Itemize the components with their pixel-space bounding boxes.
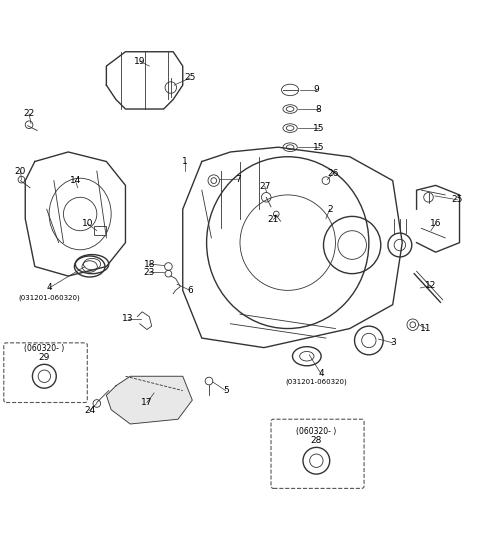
Text: 25: 25 — [452, 195, 463, 204]
Text: 20: 20 — [15, 166, 26, 175]
Text: 3: 3 — [390, 338, 396, 348]
Text: 13: 13 — [122, 314, 133, 324]
Text: (031201-060320): (031201-060320) — [18, 294, 80, 301]
Text: 29: 29 — [39, 353, 50, 362]
Text: 12: 12 — [425, 281, 437, 290]
Text: 2: 2 — [327, 205, 333, 214]
Text: 1: 1 — [182, 157, 188, 166]
Text: 8: 8 — [316, 104, 322, 114]
Text: 23: 23 — [144, 268, 155, 277]
Text: 18: 18 — [144, 260, 155, 269]
Text: 5: 5 — [223, 386, 228, 395]
Text: 17: 17 — [141, 398, 153, 407]
Text: 24: 24 — [84, 406, 96, 415]
Text: (060320- ): (060320- ) — [296, 426, 336, 435]
Text: 14: 14 — [70, 176, 81, 185]
Text: 26: 26 — [327, 169, 339, 178]
Text: 6: 6 — [187, 286, 193, 295]
Text: 9: 9 — [313, 85, 319, 94]
Text: 11: 11 — [420, 324, 432, 333]
Polygon shape — [107, 376, 192, 424]
Text: 15: 15 — [313, 143, 324, 152]
Text: 7: 7 — [236, 175, 241, 184]
Text: (031201-060320): (031201-060320) — [286, 379, 347, 385]
Text: 22: 22 — [24, 109, 35, 118]
Bar — [95, 226, 107, 236]
Text: 27: 27 — [259, 182, 271, 191]
FancyBboxPatch shape — [271, 419, 364, 488]
Text: 16: 16 — [430, 219, 442, 228]
Text: 4: 4 — [46, 284, 52, 293]
Text: 21: 21 — [268, 215, 279, 224]
Text: (060320- ): (060320- ) — [24, 344, 64, 353]
FancyBboxPatch shape — [4, 343, 87, 402]
Text: 25: 25 — [184, 74, 195, 83]
Text: 28: 28 — [311, 436, 322, 445]
Text: 4: 4 — [318, 369, 324, 378]
Text: 19: 19 — [134, 57, 145, 66]
Text: 10: 10 — [82, 219, 93, 228]
Text: 15: 15 — [313, 124, 324, 133]
